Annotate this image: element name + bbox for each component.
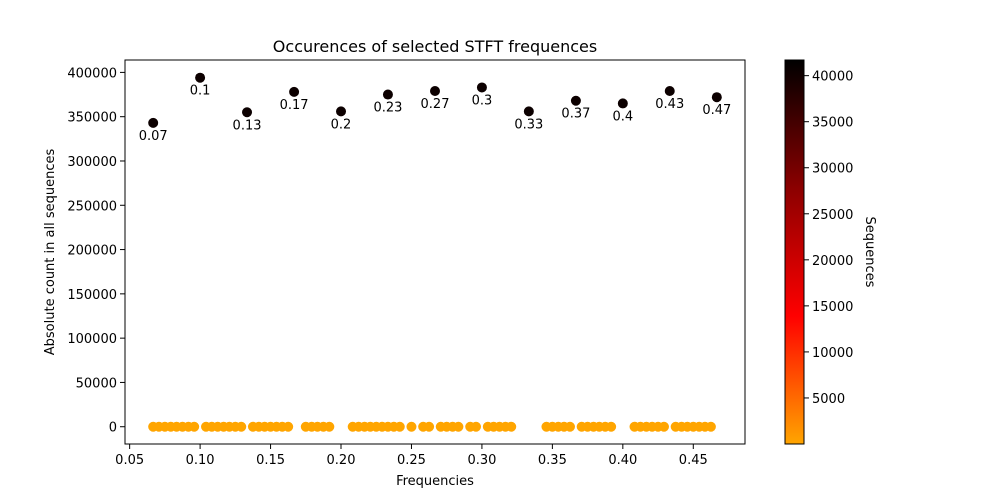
y-tick-label: 400000: [67, 66, 117, 81]
low-point: [506, 421, 517, 432]
colorbar-tick-label: 30000: [812, 162, 853, 177]
y-tick-label: 350000: [67, 111, 117, 126]
low-point: [189, 421, 200, 432]
low-point: [606, 421, 617, 432]
low-point: [283, 421, 294, 432]
labeled-point: [430, 86, 440, 97]
low-point: [406, 421, 417, 432]
y-tick-label: 200000: [67, 244, 117, 259]
point-label: 0.43: [655, 97, 684, 112]
colorbar-tick-label: 25000: [812, 208, 853, 223]
x-tick-label: 0.40: [608, 453, 637, 468]
labeled-point: [382, 89, 393, 100]
point-label: 0.4: [612, 109, 633, 124]
colorbar-axis: 5000 10000 15000 20000 25000 30000 35000 40000: [804, 70, 853, 407]
x-tick-label: 0.05: [115, 453, 144, 468]
labeled-point: [242, 107, 253, 118]
colorbar-tick-label: 10000: [812, 346, 853, 361]
colorbar-tick-label: 15000: [812, 300, 853, 315]
y-tick-label: 100000: [67, 332, 117, 347]
x-tick-label: 0.10: [186, 453, 215, 468]
y-tick-label: 250000: [67, 199, 117, 214]
point-label: 0.23: [373, 101, 402, 116]
x-tick-label: 0.25: [397, 453, 426, 468]
x-tick-label: 0.45: [679, 453, 708, 468]
point-label: 0.17: [280, 98, 309, 113]
y-tick-label: 150000: [67, 288, 117, 303]
x-tick-label: 0.30: [467, 453, 496, 468]
low-point: [564, 421, 575, 432]
labeled-point: [711, 92, 722, 103]
point-label: 0.07: [139, 129, 168, 144]
low-point: [394, 421, 405, 432]
low-point: [453, 421, 464, 432]
y-axis: 0 50000 100000 150000 200000 250000 300000 3500…: [67, 66, 125, 436]
colorbar-tick-label: 5000: [812, 392, 845, 407]
x-tick-label: 0.20: [327, 453, 356, 468]
data-marks: 0.07 0.1 0.13 0.17 0.2 0.23 0.27 0.3 0.33 0.37 0.4…: [139, 72, 731, 432]
low-point: [471, 421, 482, 432]
point-label: 0.1: [190, 84, 211, 99]
colorbar: [784, 59, 805, 445]
low-point: [236, 421, 247, 432]
point-label: 0.37: [561, 107, 590, 122]
low-point: [324, 421, 335, 432]
x-axis: 0.05 0.10 0.15 0.20 0.25 0.30 0.35 0.40 0.45: [115, 444, 708, 468]
low-point: [658, 421, 669, 432]
point-label: 0.33: [514, 117, 543, 132]
colorbar-tick-label: 35000: [812, 116, 853, 131]
labeled-point: [336, 106, 347, 117]
y-tick-label: 0: [109, 421, 117, 436]
labeled-point: [148, 117, 159, 128]
labeled-point: [664, 86, 675, 97]
colorbar-tick-label: 40000: [812, 70, 853, 85]
labeled-point: [195, 72, 206, 83]
colorbar-tick-label: 20000: [812, 254, 853, 269]
y-axis-title: Absolute count in all sequences: [43, 149, 58, 356]
x-axis-title: Frequencies: [396, 474, 474, 489]
x-tick-label: 0.35: [538, 453, 567, 468]
chart-title: Occurences of selected STFT frequences: [273, 37, 597, 56]
low-point: [424, 421, 435, 432]
low-point: [705, 421, 716, 432]
plot-frame: [124, 59, 746, 445]
labeled-point: [476, 82, 487, 93]
labeled-point: [617, 98, 628, 109]
point-label: 0.13: [233, 118, 262, 133]
point-label: 0.2: [331, 117, 352, 132]
y-tick-label: 50000: [76, 376, 117, 391]
colorbar-title: Sequences: [862, 217, 877, 288]
point-label: 0.47: [702, 103, 731, 118]
x-tick-label: 0.15: [256, 453, 285, 468]
labeled-point: [570, 95, 581, 106]
point-label: 0.3: [472, 93, 493, 108]
labeled-point: [289, 86, 300, 97]
labeled-point: [523, 106, 534, 117]
y-tick-label: 300000: [67, 155, 117, 170]
point-label: 0.27: [421, 97, 450, 112]
